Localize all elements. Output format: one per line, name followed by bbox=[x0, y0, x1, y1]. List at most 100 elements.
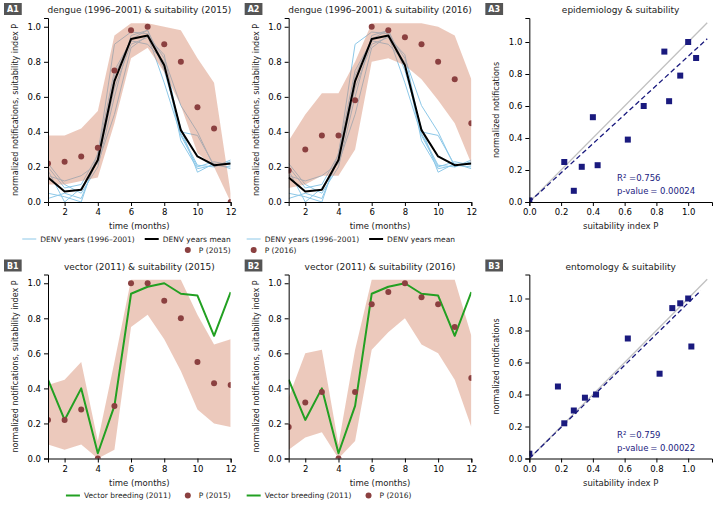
panel-label-text: B3 bbox=[488, 262, 500, 271]
y-axis-tick-mark bbox=[44, 423, 48, 424]
line bbox=[529, 23, 707, 202]
y-axis-tick-mark bbox=[525, 363, 529, 364]
point bbox=[302, 399, 308, 405]
panel-label: A3 bbox=[485, 3, 503, 15]
x-axis-tick-label: 1.0 bbox=[682, 207, 696, 217]
point bbox=[419, 41, 425, 47]
x-axis-tick-mark bbox=[561, 459, 562, 463]
y-axis-tick-mark bbox=[44, 167, 48, 168]
x-axis-line bbox=[49, 459, 232, 463]
x-axis-tick-mark bbox=[438, 202, 439, 206]
line bbox=[529, 291, 701, 459]
annotation: R² =0.759 bbox=[617, 430, 660, 440]
x-axis: 24681012 bbox=[49, 202, 237, 217]
y-axis-tick-mark bbox=[525, 42, 529, 43]
x-axis-tick: 6 bbox=[369, 459, 374, 474]
point bbox=[452, 76, 458, 82]
x-axis-tick: 0.8 bbox=[650, 459, 664, 474]
y-axis-tick: 0.2 bbox=[509, 422, 530, 432]
y-axis-line bbox=[285, 19, 290, 203]
x-axis-tick-mark bbox=[338, 202, 339, 206]
panel-label: A1 bbox=[4, 3, 22, 15]
y-axis-line bbox=[44, 275, 49, 459]
y-axis-tick: 0.8 bbox=[27, 57, 48, 67]
x-axis-tick-mark bbox=[688, 459, 689, 463]
line bbox=[289, 36, 472, 192]
y-axis-tick: 0.0 bbox=[268, 197, 289, 207]
y-axis-tick-label: 0.0 bbox=[27, 197, 41, 207]
marks bbox=[529, 279, 707, 458]
y-axis: 0.00.20.40.60.81.0 bbox=[509, 275, 530, 464]
y-axis-tick-mark bbox=[525, 138, 529, 139]
x-axis-tick: 0.4 bbox=[587, 459, 601, 474]
x-axis-tick-label: 0.8 bbox=[650, 464, 664, 474]
y-axis: 0.00.20.40.60.81.0 bbox=[509, 19, 530, 208]
point bbox=[657, 371, 663, 377]
line bbox=[48, 283, 231, 453]
legend-label: P (2015) bbox=[199, 246, 231, 255]
x-axis-tick-mark bbox=[305, 202, 306, 206]
x-axis-tick-mark bbox=[625, 202, 626, 206]
point bbox=[593, 392, 599, 398]
y-axis-tick-label: 0.6 bbox=[27, 92, 41, 102]
y-axis-tick-label: 0.4 bbox=[268, 384, 282, 394]
legend-label: Vector breeding (2011) bbox=[265, 491, 352, 500]
x-axis-tick-label: 4 bbox=[336, 464, 341, 474]
y-axis-tick-label: 0.2 bbox=[27, 419, 41, 429]
title: dengue (1996–2001) & suitability (2015) bbox=[48, 5, 232, 15]
point bbox=[211, 380, 217, 386]
x-axis-tick-mark bbox=[656, 202, 657, 206]
x-axis-tick-mark bbox=[98, 202, 99, 206]
y-axis-tick-label: 0.0 bbox=[509, 454, 523, 464]
x-axis-tick: 8 bbox=[403, 459, 408, 474]
x-axis-tick-label: 0.4 bbox=[587, 464, 601, 474]
legend-swatch bbox=[247, 239, 261, 240]
legend-swatch bbox=[366, 493, 372, 499]
x-axis-tick-mark bbox=[405, 202, 406, 206]
point bbox=[402, 34, 408, 40]
y-axis: 0.00.20.40.60.81.0 bbox=[27, 275, 48, 464]
title: entomology & suitability bbox=[565, 262, 676, 272]
panel: 246810120.00.20.40.60.81.0vector (2011) … bbox=[245, 260, 478, 501]
point bbox=[62, 417, 68, 423]
x-axis-line bbox=[289, 203, 472, 207]
y-axis-tick-mark bbox=[525, 299, 529, 300]
legend: Vector breeding (2011) P (2015) bbox=[66, 491, 231, 500]
y-axis-tick: 1.0 bbox=[268, 278, 289, 288]
y-axis-tick: 0.2 bbox=[509, 165, 530, 175]
y-axis-tick-mark bbox=[525, 459, 529, 460]
point bbox=[590, 114, 596, 120]
point bbox=[95, 456, 101, 459]
y-axis-tick-label: 0.8 bbox=[268, 314, 282, 324]
line bbox=[48, 36, 231, 192]
point bbox=[666, 98, 672, 104]
y-axis-tick-mark bbox=[525, 395, 529, 396]
point bbox=[194, 359, 200, 365]
y-axis-tick-mark bbox=[285, 27, 289, 28]
x-axis-tick-label: 2 bbox=[62, 207, 67, 217]
legend-label: Vector breeding (2011) bbox=[84, 491, 171, 500]
legend-item: P (2015) bbox=[185, 491, 231, 500]
x-axis-tick: 10 bbox=[193, 202, 204, 217]
y-axis-tick: 0.8 bbox=[27, 314, 48, 324]
y-axis-tick-mark bbox=[44, 202, 48, 203]
x-axis-line bbox=[49, 203, 232, 207]
x-axis-tick: 4 bbox=[96, 202, 101, 217]
x-axis-tick: 0.0 bbox=[523, 459, 537, 474]
x-axis-tick-label: 2 bbox=[62, 464, 67, 474]
x-axis-tick: 0.2 bbox=[555, 459, 569, 474]
panel-label-text: A3 bbox=[488, 5, 500, 14]
x-axis-tick-mark bbox=[164, 459, 165, 463]
x-axis-tick-mark bbox=[471, 202, 472, 206]
point bbox=[194, 104, 200, 110]
point bbox=[468, 375, 471, 381]
x-axis-tick: 12 bbox=[466, 202, 477, 217]
y-axis-tick-label: 0.8 bbox=[268, 57, 282, 67]
y-axis-tick-label: 0.0 bbox=[268, 454, 282, 464]
x-axis-title: time (months) bbox=[109, 221, 170, 231]
point bbox=[595, 162, 601, 168]
y-axis-tick: 0.2 bbox=[268, 419, 289, 429]
point bbox=[641, 103, 647, 109]
y-axis-tick-mark bbox=[285, 202, 289, 203]
x-axis-tick: 2 bbox=[62, 202, 67, 217]
